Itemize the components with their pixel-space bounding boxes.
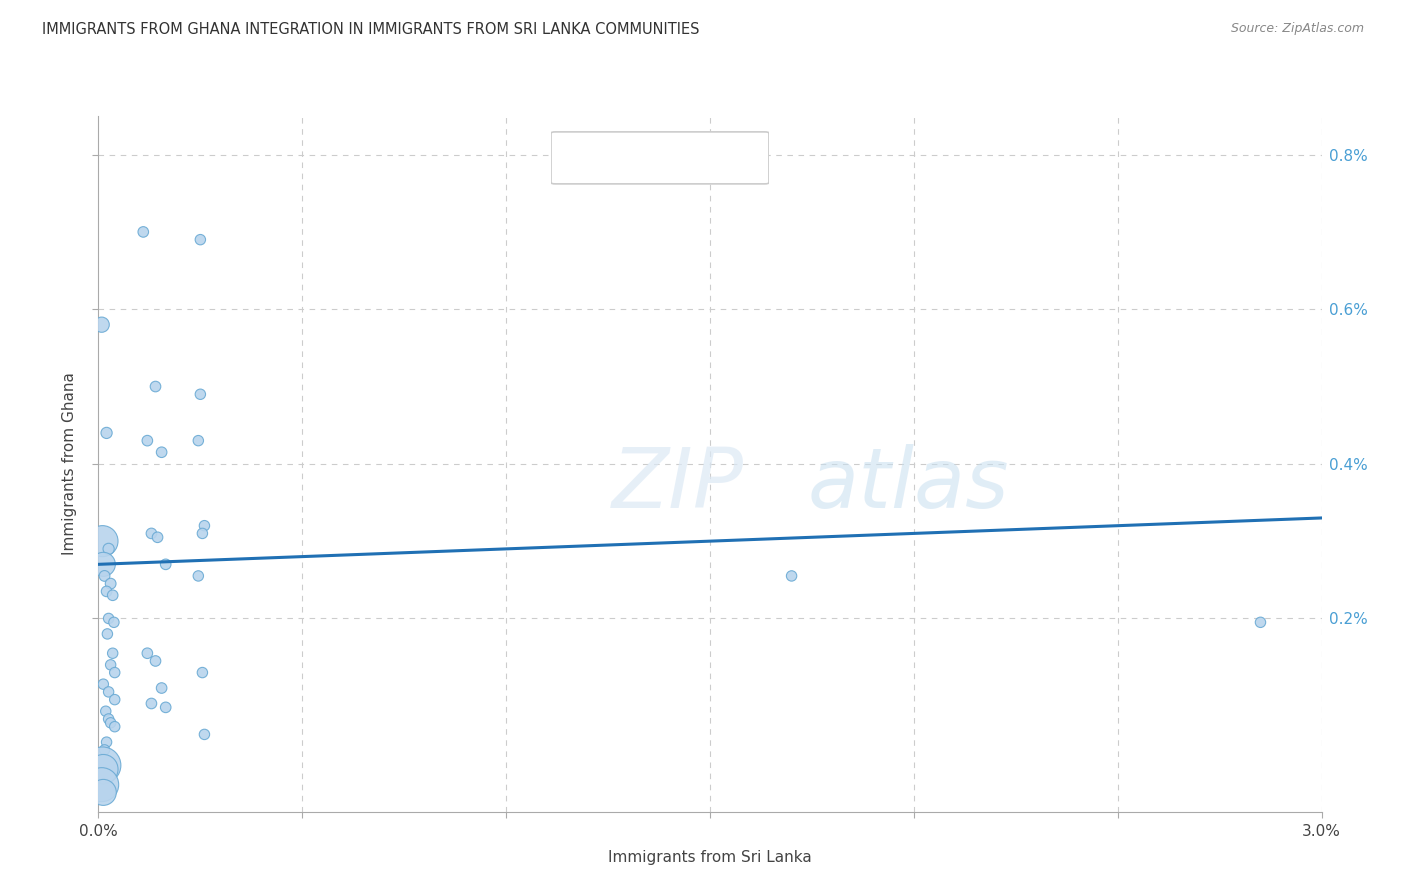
Text: Source: ZipAtlas.com: Source: ZipAtlas.com — [1230, 22, 1364, 36]
Point — [146, 530, 169, 544]
Text: IMMIGRANTS FROM GHANA INTEGRATION IN IMMIGRANTS FROM SRI LANKA COMMUNITIES: IMMIGRANTS FROM GHANA INTEGRATION IN IMM… — [42, 22, 700, 37]
Point — [780, 569, 803, 583]
Point — [97, 611, 120, 625]
Point — [188, 233, 212, 247]
Point — [100, 715, 122, 730]
Point — [97, 541, 120, 556]
Y-axis label: Immigrants from Ghana: Immigrants from Ghana — [62, 372, 77, 556]
Point — [104, 665, 127, 680]
Point — [145, 379, 167, 393]
Point — [91, 758, 114, 772]
Point — [91, 558, 114, 572]
Text: R =: R = — [568, 148, 613, 168]
Point — [136, 434, 159, 448]
Point — [193, 727, 215, 741]
Point — [96, 584, 118, 599]
Point — [96, 627, 118, 641]
Point — [104, 720, 127, 734]
Point — [91, 762, 114, 776]
Point — [91, 785, 114, 799]
Text: ZIP: ZIP — [612, 444, 744, 525]
Point — [97, 712, 120, 726]
Point — [94, 704, 117, 718]
Point — [187, 434, 209, 448]
Point — [193, 518, 215, 533]
Point — [91, 534, 114, 549]
Point — [101, 588, 124, 602]
Point — [90, 318, 112, 332]
Point — [191, 665, 214, 680]
Point — [155, 700, 177, 714]
Point — [136, 646, 159, 660]
Point — [100, 657, 122, 672]
Point — [132, 225, 155, 239]
Point — [150, 445, 173, 459]
Point — [101, 646, 124, 660]
Text: 0.066: 0.066 — [616, 148, 676, 168]
Point — [191, 526, 214, 541]
X-axis label: Immigrants from Sri Lanka: Immigrants from Sri Lanka — [609, 850, 811, 865]
Point — [1249, 615, 1271, 630]
Point — [96, 735, 118, 749]
Text: atlas: atlas — [808, 444, 1010, 525]
FancyBboxPatch shape — [551, 132, 769, 184]
Point — [104, 692, 127, 706]
Point — [141, 697, 163, 711]
Point — [96, 425, 118, 440]
Text: N =: N = — [678, 148, 724, 168]
Point — [187, 569, 209, 583]
Point — [90, 778, 112, 792]
Point — [97, 685, 120, 699]
Text: 38: 38 — [721, 148, 748, 168]
Point — [91, 677, 114, 691]
Point — [100, 576, 122, 591]
Point — [145, 654, 167, 668]
Point — [150, 681, 173, 695]
Point — [188, 387, 212, 401]
Point — [141, 526, 163, 541]
Point — [93, 569, 115, 583]
Point — [155, 558, 177, 572]
Point — [93, 743, 115, 757]
Point — [103, 615, 125, 630]
